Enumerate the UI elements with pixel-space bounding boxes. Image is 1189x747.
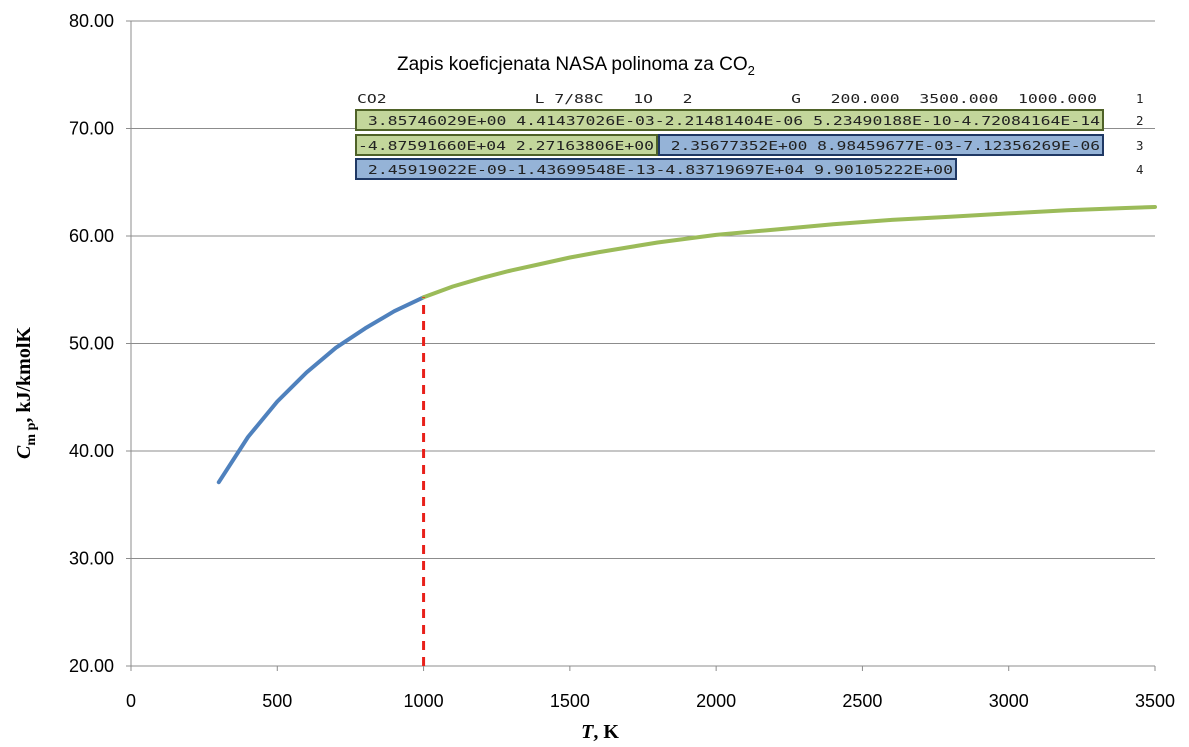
x-tick-label: 1000 <box>404 691 444 711</box>
blue-box-line4 <box>355 158 957 180</box>
annotation-line-1-number: 1 <box>1136 91 1143 106</box>
x-tick-label: 3000 <box>989 691 1029 711</box>
y-tick-label: 60.00 <box>69 226 114 246</box>
series-line-low <box>216 295 426 485</box>
y-axis-title: Cm p, kJ/kmolK <box>13 327 39 459</box>
annotation-line-2-number: 2 <box>1136 113 1143 128</box>
annotation-line-3-green: -4.87591660E+04 2.27163806E+00 <box>358 138 654 153</box>
y-tick-label: 50.00 <box>69 334 114 354</box>
x-tick-label: 0 <box>126 691 136 711</box>
green-box-line3 <box>355 134 658 156</box>
y-tick-labels: 20.00 30.00 40.00 50.00 60.00 70.00 80.00 <box>69 11 114 676</box>
blue-box-line3 <box>658 134 1104 156</box>
annotation-line-1: CO2 L 7/88C 1O 2 G 200.000 3500.000 1000… <box>357 91 1097 106</box>
x-tick-label: 2000 <box>696 691 736 711</box>
axes <box>126 20 1156 671</box>
nasa-coefficients-annotation: Zapis koeficjenata NASA polinoma za CO2 … <box>355 54 1143 180</box>
annotation-line-3-number: 3 <box>1136 138 1143 153</box>
y-tick-label: 30.00 <box>69 549 114 569</box>
x-axis-title: T, K <box>581 721 619 743</box>
annotation-line-4-number: 4 <box>1136 162 1143 177</box>
y-tick-label: 40.00 <box>69 441 114 461</box>
y-tick-label: 20.00 <box>69 656 114 676</box>
annotation-line-3-blue: 2.35677352E+00 8.98459677E-03-7.12356269… <box>661 138 1100 153</box>
x-tick-label: 500 <box>262 691 292 711</box>
annotation-line-4: 2.45919022E-09-1.43699548E-13-4.83719697… <box>358 162 953 177</box>
series-line-high <box>421 205 1157 300</box>
x-tick-label: 2500 <box>842 691 882 711</box>
annotation-title: Zapis koeficjenata NASA polinoma za CO2 <box>397 54 755 78</box>
green-box-line2 <box>355 109 1104 131</box>
y-tick-label: 70.00 <box>69 119 114 139</box>
data-series <box>216 205 1157 666</box>
x-tick-labels: 0 500 1000 1500 2000 2500 3000 3500 <box>126 691 1175 711</box>
x-tick-label: 1500 <box>550 691 590 711</box>
x-tick-label: 3500 <box>1135 691 1175 711</box>
y-tick-label: 80.00 <box>69 11 114 31</box>
annotation-line-2: 3.85746029E+00 4.41437026E-03-2.21481404… <box>358 113 1100 128</box>
